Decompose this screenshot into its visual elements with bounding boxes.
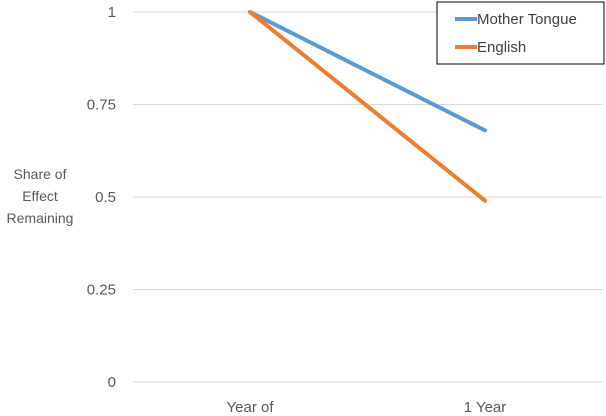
y-tick-label-1: 1 <box>108 4 116 21</box>
y-axis-title-line-1: Share of <box>14 166 67 182</box>
y-axis-title: Share of Effect Remaining <box>7 166 74 226</box>
x-axis-tick-labels: Year of 1 Year <box>227 399 507 416</box>
y-axis-title-line-3: Remaining <box>7 210 74 226</box>
y-axis-tick-labels: 0 0.25 0.5 0.75 1 <box>87 4 116 391</box>
series-line-english <box>248 10 487 203</box>
y-tick-label-0: 0 <box>108 374 116 391</box>
legend: Mother Tongue English <box>436 1 605 65</box>
y-tick-label-0-75: 0.75 <box>87 97 116 114</box>
legend-label-mother-tongue: Mother Tongue <box>477 11 577 28</box>
y-axis-title-line-2: Effect <box>22 188 58 204</box>
y-tick-label-0-5: 0.5 <box>95 189 116 206</box>
x-tick-label-1-year: 1 Year <box>464 399 507 416</box>
x-tick-label-year-of: Year of <box>227 399 275 416</box>
gridlines <box>133 11 603 383</box>
series-line-mother-tongue <box>248 10 487 133</box>
legend-box <box>436 1 605 65</box>
series-lines <box>248 10 487 203</box>
legend-label-english: English <box>477 39 526 56</box>
y-tick-label-0-25: 0.25 <box>87 282 116 299</box>
